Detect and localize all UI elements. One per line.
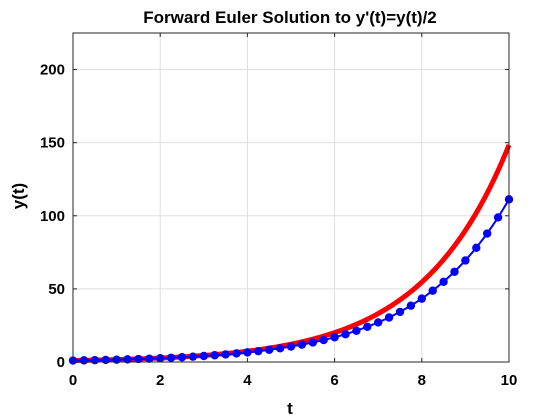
euler-point	[493, 213, 503, 222]
chart-title: Forward Euler Solution to y'(t)=y(t)/2	[143, 8, 437, 27]
euler-point	[265, 345, 274, 355]
euler-point	[472, 243, 481, 252]
euler-point	[275, 344, 285, 353]
x-tick-label: 2	[156, 372, 164, 389]
euler-point	[188, 352, 198, 361]
series-layer	[68, 144, 514, 365]
plot-frame	[72, 32, 510, 363]
euler-point	[243, 348, 252, 357]
euler-point	[79, 356, 89, 365]
euler-point	[210, 351, 219, 360]
euler-point	[384, 313, 394, 322]
euler-point	[341, 330, 350, 339]
euler-point	[363, 322, 372, 332]
euler-point	[286, 342, 296, 351]
x-tick-label: 6	[330, 372, 338, 389]
y-tick-label: 150	[40, 135, 65, 152]
euler-point	[145, 354, 154, 363]
euler-point	[450, 267, 459, 276]
euler-point	[166, 353, 176, 362]
euler-point	[123, 355, 132, 364]
euler-point	[417, 294, 426, 303]
euler-point	[112, 355, 121, 364]
grid	[72, 33, 510, 363]
euler-point	[254, 346, 263, 356]
euler-point	[352, 326, 361, 335]
x-tick-label: 8	[418, 372, 426, 389]
y-tick-label: 0	[57, 354, 65, 371]
euler-point	[297, 340, 307, 349]
euler-point	[101, 355, 110, 365]
euler-point	[308, 338, 317, 347]
euler-point	[374, 318, 383, 327]
euler-point	[199, 351, 208, 361]
euler-point	[319, 335, 328, 345]
x-axis-label: t	[287, 399, 293, 418]
euler-point	[395, 307, 405, 317]
y-axis-label: y(t)	[9, 183, 28, 209]
euler-point	[134, 354, 143, 364]
euler-point	[232, 349, 241, 358]
euler-point	[177, 353, 187, 362]
euler-point	[428, 286, 437, 295]
x-tick-label: 4	[243, 372, 252, 389]
exact-solution-line	[72, 144, 512, 364]
euler-point	[90, 355, 100, 365]
y-tick-label: 50	[48, 281, 65, 298]
x-tick-label: 0	[69, 372, 77, 389]
euler-point	[439, 277, 448, 286]
y-tick-label: 200	[40, 62, 65, 79]
x-tick-label: 10	[501, 372, 518, 389]
euler-point	[221, 350, 230, 359]
euler-point	[483, 229, 492, 238]
euler-point	[406, 301, 416, 310]
euler-point	[461, 256, 470, 265]
y-tick-label: 100	[40, 208, 65, 225]
euler-point	[330, 333, 339, 342]
